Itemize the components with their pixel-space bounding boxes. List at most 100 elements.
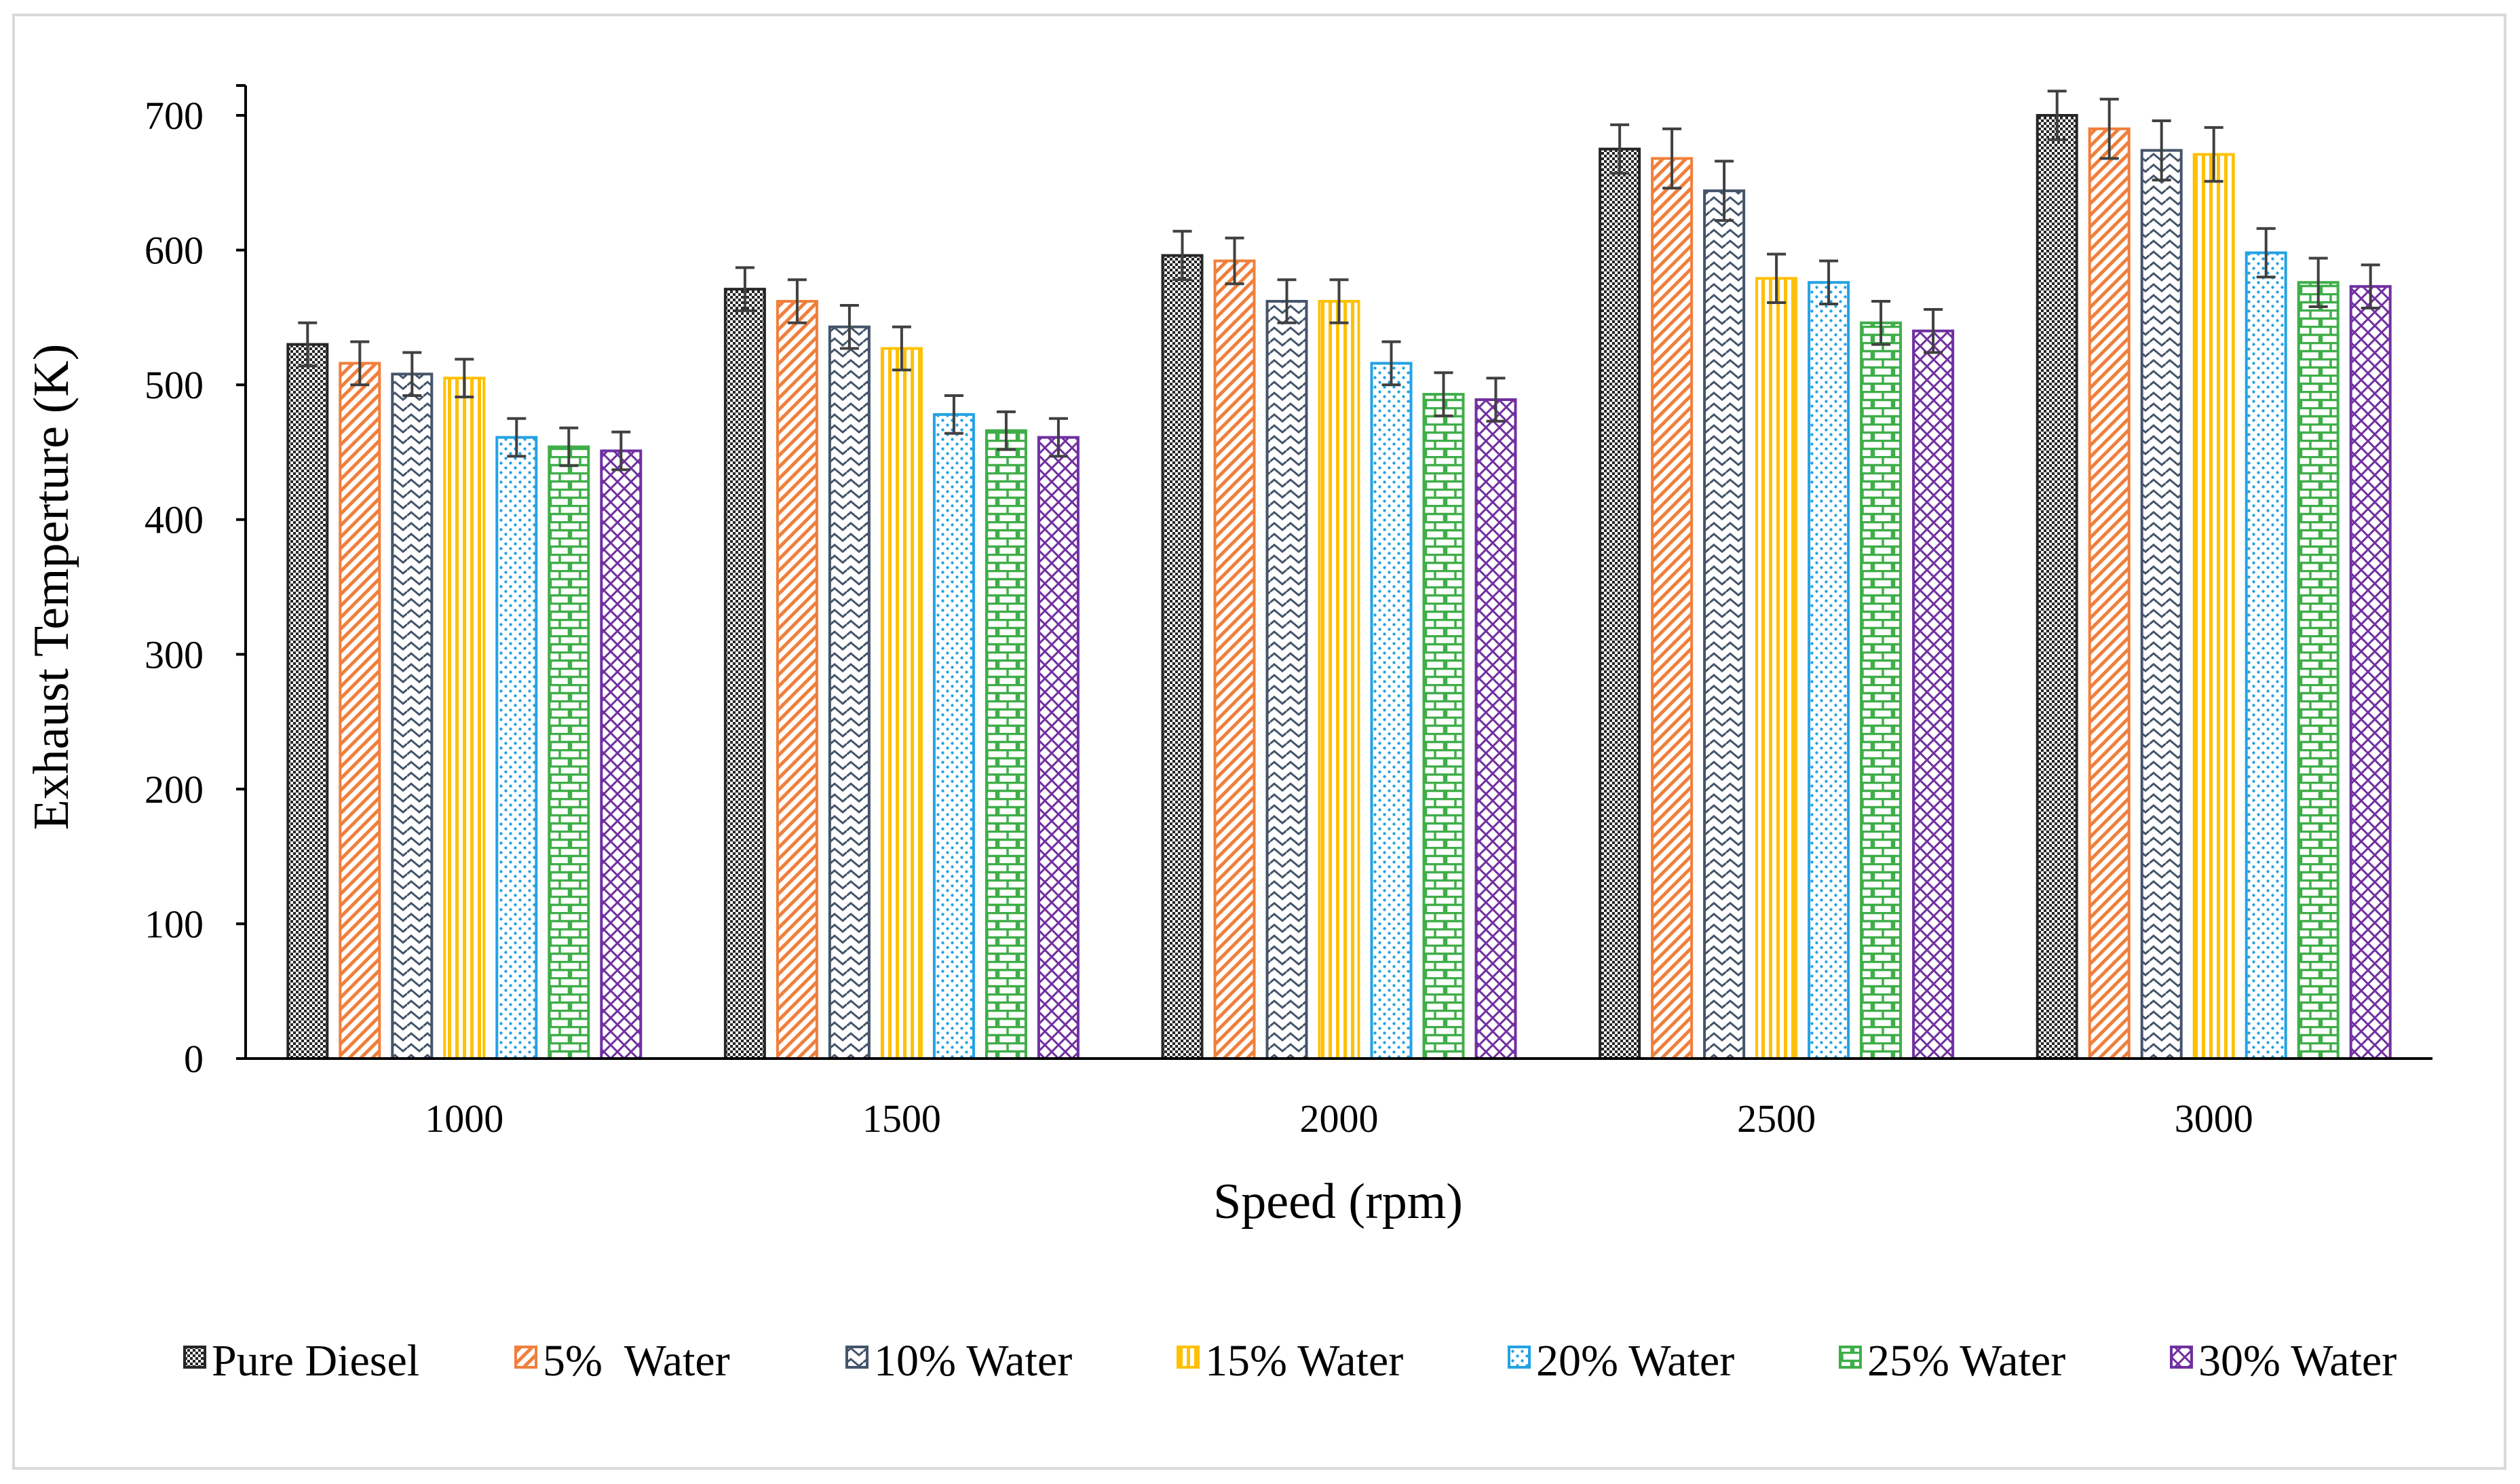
legend-label: 10% Water [874,1336,1072,1386]
bar-3000-series-6 [2297,281,2340,1061]
error-bar-3000-series-2 [2099,98,2119,160]
bar-1000-series-5 [495,436,538,1060]
error-bar-2500-series-6 [1871,300,1891,346]
error-bar-1000-series-7 [611,430,631,472]
error-bar-1500-series-1 [735,266,755,312]
error-bar-1000-series-6 [559,426,579,468]
legend-swatch [1177,1346,1200,1369]
bar-3000-series-3 [2140,149,2183,1061]
bar-1500-series-3 [828,325,871,1060]
error-bar-1000-series-5 [507,417,527,458]
legend-swatch [845,1346,868,1369]
bar-1500-series-5 [932,413,975,1060]
legend-label: 15% Water [1205,1336,1403,1386]
x-tick-label: 3000 [2175,1097,2253,1141]
bar-2500-series-1 [1599,147,1641,1061]
error-bar-1500-series-6 [996,410,1016,451]
y-tick-label: 300 [145,632,204,677]
bar-2000-series-2 [1213,259,1256,1060]
error-bar-2000-series-5 [1381,340,1401,387]
bar-2500-series-6 [1860,321,1903,1060]
bar-3000-series-7 [2349,285,2392,1061]
y-tick-label: 0 [184,1037,204,1081]
bars-layer [286,114,2392,1061]
legend-label: 20% Water [1536,1336,1734,1386]
error-bar-2500-series-4 [1767,252,1787,305]
bar-1000-series-3 [391,373,434,1060]
tick-labels-layer: 0 100 200 300 400 500 600 700 1000 1500 2000 2500 30… [145,94,2253,1141]
bar-2000-series-3 [1265,300,1308,1060]
legend-label: Pure Diesel [212,1336,419,1386]
legend: Pure Diesel 5% Water 10% Water 15% Water 20%… [183,1336,2397,1386]
y-axis-title: Exhaust Temperture (K) [24,344,79,831]
legend-swatch [514,1346,537,1369]
error-bar-1000-series-4 [455,358,474,399]
error-bar-3000-series-6 [2308,256,2328,308]
error-bar-2500-series-7 [1924,307,1943,354]
axes-layer [236,84,2432,1060]
error-bar-2000-series-3 [1277,278,1297,324]
x-tick-label: 1500 [862,1097,941,1141]
error-bar-2000-series-2 [1225,236,1244,286]
bar-1500-series-2 [776,300,818,1060]
bar-2500-series-3 [1703,189,1746,1061]
y-tick-label: 200 [145,767,204,812]
legend-swatch [2170,1346,2193,1369]
error-bar-3000-series-4 [2204,126,2223,183]
x-axis-title: Speed (rpm) [1213,1174,1463,1230]
bar-1000-series-1 [286,343,329,1061]
error-bar-2500-series-5 [1819,259,1839,305]
y-tick-label: 700 [145,94,204,138]
bar-1500-series-1 [723,288,766,1061]
bar-2000-series-5 [1370,362,1413,1060]
error-bar-3000-series-5 [2256,227,2276,279]
y-tick-label: 600 [145,229,204,273]
error-bar-2000-series-4 [1329,278,1349,324]
error-bar-2000-series-7 [1486,377,1506,423]
bar-2500-series-5 [1808,281,1850,1061]
error-bar-3000-series-7 [2361,263,2380,309]
error-bar-3000-series-1 [2047,90,2067,141]
bar-1500-series-7 [1037,436,1080,1060]
error-bar-2500-series-2 [1662,127,1682,190]
error-bar-1500-series-2 [787,278,807,324]
x-tick-label: 2500 [1737,1097,1816,1141]
bar-2000-series-4 [1318,300,1360,1060]
y-tick-label: 100 [145,902,204,946]
y-tick-label: 400 [145,498,204,542]
legend-label: 5% Water [543,1336,730,1386]
bar-1500-series-6 [985,429,1027,1060]
x-tick-label: 2000 [1300,1097,1379,1141]
bar-2000-series-7 [1474,398,1517,1060]
bar-1000-series-4 [443,377,486,1060]
legend-swatch [183,1346,206,1369]
legend-label: 25% Water [1867,1336,2065,1386]
error-bar-1000-series-3 [402,351,422,398]
error-bars-layer [298,90,2380,472]
legend-swatch [1839,1346,1862,1369]
error-bar-1500-series-3 [839,303,859,350]
error-bar-1500-series-5 [944,394,963,435]
y-tick-label: 500 [145,363,204,407]
bar-2500-series-4 [1755,277,1798,1060]
bar-1000-series-6 [548,445,590,1060]
x-tick-label: 1000 [425,1097,503,1141]
legend-label: 30% Water [2198,1336,2397,1386]
error-bar-1500-series-7 [1048,417,1068,458]
bar-1000-series-2 [339,362,381,1060]
error-bar-3000-series-3 [2152,119,2171,182]
bar-2500-series-2 [1651,157,1694,1061]
bar-3000-series-5 [2245,251,2287,1060]
bar-1000-series-7 [600,449,643,1060]
error-bar-1000-series-1 [298,321,318,368]
bar-3000-series-1 [2036,114,2078,1060]
bar-3000-series-2 [2088,127,2131,1060]
bar-2000-series-6 [1422,393,1465,1060]
error-bar-2500-series-3 [1715,159,1734,222]
error-bar-1500-series-4 [892,325,911,372]
error-bar-2500-series-1 [1610,123,1630,175]
error-bar-2000-series-1 [1172,229,1192,282]
bar-2500-series-7 [1912,329,1955,1061]
error-bar-1000-series-2 [350,340,370,387]
